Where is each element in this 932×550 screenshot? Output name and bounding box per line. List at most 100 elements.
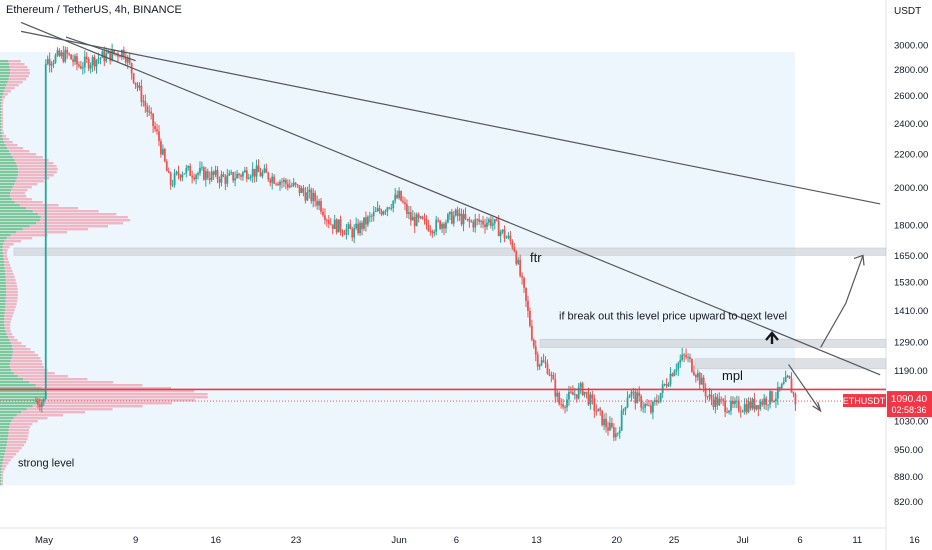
profile-bar-up-46	[0, 198, 12, 201]
profile-bar-up-69	[0, 267, 5, 270]
projection-path-1[interactable]	[820, 255, 864, 348]
candle-body-17	[68, 53, 71, 55]
candle-body-19	[72, 59, 74, 62]
candle-body-32	[97, 58, 100, 60]
volume-profile	[0, 60, 208, 486]
profile-bar-down-90	[5, 330, 11, 333]
profile-bar-up-85	[0, 315, 5, 318]
candle-body-0	[35, 401, 37, 402]
profile-bar-up-93	[0, 339, 10, 342]
candle-body-236	[495, 219, 498, 221]
candle-body-270	[562, 404, 564, 408]
profile-bar-down-39	[16, 177, 50, 180]
profile-bar-down-13	[1, 99, 4, 102]
candle-body-316	[652, 401, 654, 413]
candle-body-7	[48, 58, 51, 66]
price-badge[interactable]	[887, 391, 932, 418]
zone-label-ftr: ftr	[530, 250, 542, 265]
profile-bar-up-86	[0, 318, 5, 321]
candle-body-51	[134, 82, 137, 85]
profile-bar-down-126	[7, 438, 28, 441]
candle-body-81	[193, 177, 196, 180]
profile-bar-down-100	[10, 360, 42, 363]
trendline-1[interactable]	[20, 30, 881, 205]
candle-body-201	[427, 224, 430, 231]
profile-bar-up-0	[0, 60, 9, 63]
profile-bar-down-24	[1, 132, 4, 135]
zone-label-breakout: if break out this level price upward to …	[559, 311, 787, 323]
candle-body-46	[124, 56, 127, 63]
candle-body-285	[591, 394, 594, 399]
candle-body-215	[454, 209, 457, 216]
candle-body-367	[751, 398, 754, 409]
profile-bar-up-47	[0, 201, 15, 204]
candle-body-248	[519, 259, 522, 276]
y-tick-label: 1190.00	[894, 366, 928, 377]
candle-body-249	[521, 275, 523, 278]
trendline-0[interactable]	[20, 21, 881, 376]
candle-body-129	[286, 183, 289, 188]
candle-body-257	[536, 354, 539, 367]
time-axis[interactable]: May 9 16 23 Jun 6 13 20 25 Jul 6 11 16	[35, 535, 920, 546]
candle-body-276	[573, 394, 576, 396]
projection-path-0[interactable]	[788, 364, 822, 412]
candle-body-155	[337, 219, 340, 233]
candle-body-134	[296, 184, 299, 186]
profile-bar-up-12	[0, 96, 2, 99]
candle-body-160	[347, 224, 350, 229]
profile-bar-up-44	[0, 192, 11, 195]
candle-body-346	[710, 394, 713, 400]
profile-bar-up-139	[0, 477, 1, 480]
profile-bar-up-22	[0, 126, 1, 129]
candle-body-96	[222, 174, 225, 177]
zone-0[interactable]	[13, 247, 887, 256]
trendline-2[interactable]	[65, 36, 136, 62]
zone-1[interactable]	[539, 338, 887, 348]
candle-body-206	[437, 219, 440, 221]
y-tick-label: 1410.00	[894, 306, 928, 317]
profile-bar-up-136	[0, 468, 2, 471]
candle-body-269	[560, 404, 563, 405]
profile-bar-up-121	[0, 423, 10, 426]
zone-2[interactable]	[694, 358, 887, 370]
candle-body-188	[402, 200, 404, 203]
profile-bar-down-110	[45, 390, 195, 393]
symbol-badge[interactable]	[843, 394, 886, 408]
candle-body-110	[249, 176, 252, 179]
profile-bar-up-17	[0, 111, 1, 114]
x-tick-label: 13	[531, 535, 542, 546]
profile-bar-up-106	[0, 378, 23, 381]
candle-body-166	[359, 222, 361, 234]
profile-bar-up-103	[0, 369, 11, 372]
candle-body-275	[571, 392, 574, 395]
candle-body-362	[741, 411, 744, 413]
x-tick-label: 11	[852, 535, 862, 546]
candle-body-75	[181, 174, 184, 178]
profile-bar-up-70	[0, 270, 5, 273]
candle-body-13	[60, 52, 63, 56]
candle-body-150	[327, 220, 330, 224]
candle-body-34	[101, 51, 104, 58]
candle-body-115	[259, 172, 262, 177]
y-tick-label: 950.00	[894, 445, 923, 456]
candle-body-329	[677, 362, 680, 370]
candle-body-197	[419, 216, 422, 218]
candle-body-183	[392, 200, 395, 209]
candle-body-177	[380, 211, 383, 215]
candle-body-112	[253, 168, 256, 177]
profile-bar-up-9	[0, 87, 5, 90]
profile-bar-up-65	[0, 255, 4, 258]
profile-bar-up-120	[0, 420, 12, 423]
candle-body-101	[232, 172, 235, 181]
candle-body-372	[761, 401, 764, 405]
candle-body-221	[466, 218, 469, 220]
projection-arrowhead-0	[812, 401, 822, 413]
profile-bar-up-21	[0, 123, 1, 126]
profile-bar-down-44	[10, 192, 26, 195]
candle-body-33	[99, 57, 102, 59]
profile-bar-up-99	[0, 357, 12, 360]
candle-body-143	[314, 192, 317, 201]
candle-body-306	[632, 391, 635, 393]
profile-bar-up-108	[0, 384, 36, 387]
